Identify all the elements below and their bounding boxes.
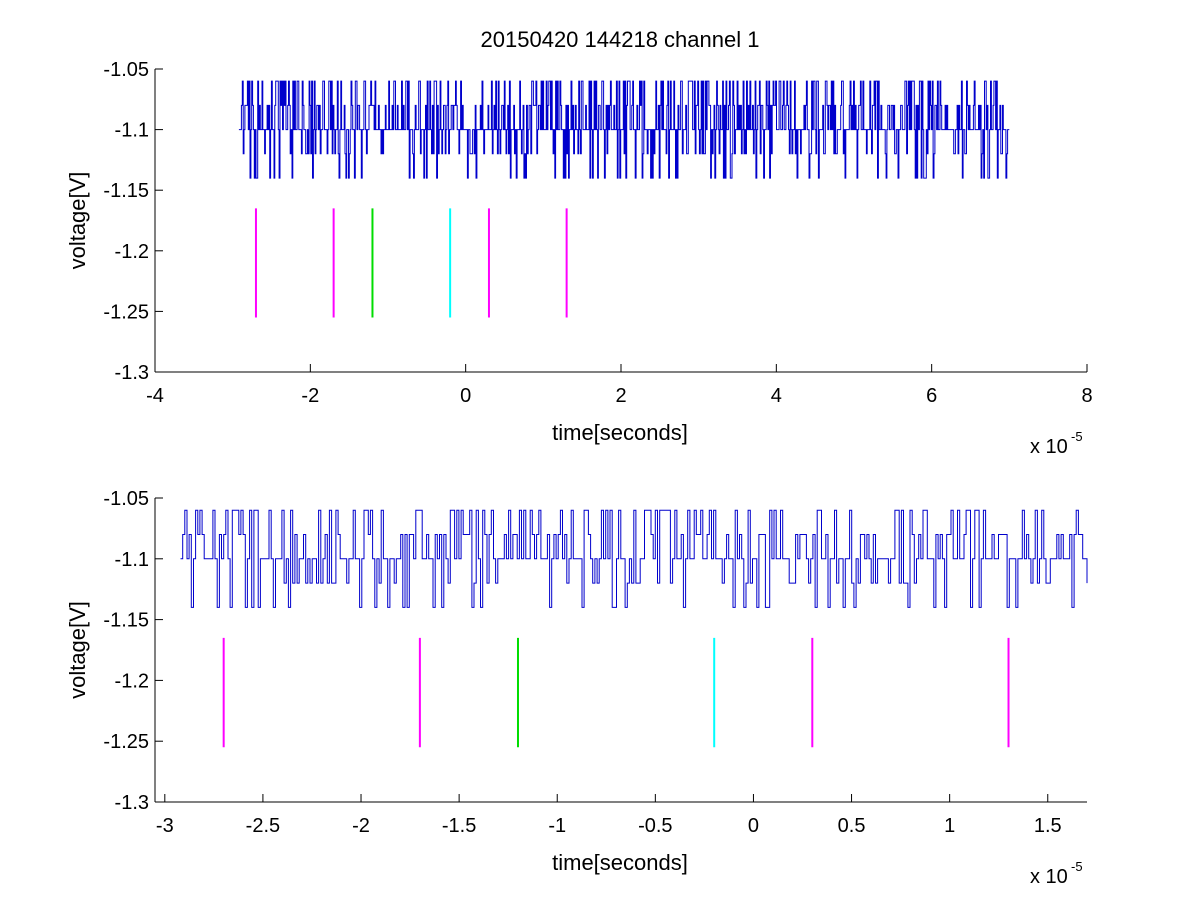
voltage-trace xyxy=(238,80,1010,179)
y-tick-label: -1.3 xyxy=(115,362,149,384)
bottom-plot: -3 -2.5 -2 -1.5 -1 -0.5 0 0.5 1 1.5 -1.05 -1.1 -1.15… xyxy=(65,488,1088,888)
x-tick-label: -2 xyxy=(301,385,319,407)
y-tick-label: -1.1 xyxy=(115,120,149,142)
x-tick-label: 1 xyxy=(944,815,955,837)
y-tick-label: -1.1 xyxy=(115,549,149,571)
top-plot: -4 -2 0 2 4 6 8 -1.05 -1.1 -1.15 -1.2 -1.25 -1.3 time… xyxy=(65,59,1093,458)
y-axis-label: voltage[V] xyxy=(65,172,90,270)
y-tick-label: -1.2 xyxy=(115,670,149,692)
x-tick-label: 1.5 xyxy=(1034,815,1062,837)
y-tick-label: -1.3 xyxy=(115,792,149,814)
x-tick-label: 0.5 xyxy=(838,815,866,837)
figure-title: 20150420 144218 channel 1 xyxy=(481,27,760,52)
x-tick-label: -2 xyxy=(352,815,370,837)
x-tick-label: 2 xyxy=(615,385,626,407)
x-exponent-power: -5 xyxy=(1071,859,1083,874)
x-axis-label: time[seconds] xyxy=(552,420,688,445)
voltage-trace xyxy=(180,509,1088,608)
y-tick-label: -1.25 xyxy=(103,301,149,323)
x-exponent-label: x 10 xyxy=(1030,436,1068,458)
x-tick-label: -1 xyxy=(548,815,566,837)
y-tick-label: -1.05 xyxy=(103,488,149,510)
x-exponent-power: -5 xyxy=(1071,429,1083,444)
x-tick-label: 8 xyxy=(1081,385,1092,407)
x-tick-label: -3 xyxy=(156,815,174,837)
x-tick-label: -1.5 xyxy=(442,815,476,837)
x-tick-label: 0 xyxy=(748,815,759,837)
y-axis-label: voltage[V] xyxy=(65,601,90,699)
y-tick-label: -1.25 xyxy=(103,731,149,753)
y-tick-label: -1.15 xyxy=(103,180,149,202)
x-tick-label: 4 xyxy=(771,385,782,407)
y-tick-label: -1.2 xyxy=(115,241,149,263)
x-exponent-label: x 10 xyxy=(1030,866,1068,888)
x-axis-label: time[seconds] xyxy=(552,850,688,875)
y-tick-label: -1.15 xyxy=(103,610,149,632)
x-tick-label: -2.5 xyxy=(246,815,280,837)
x-tick-label: 0 xyxy=(460,385,471,407)
x-tick-label: -0.5 xyxy=(638,815,672,837)
x-tick-label: 6 xyxy=(926,385,937,407)
x-tick-label: -4 xyxy=(146,385,164,407)
y-tick-label: -1.05 xyxy=(103,59,149,81)
